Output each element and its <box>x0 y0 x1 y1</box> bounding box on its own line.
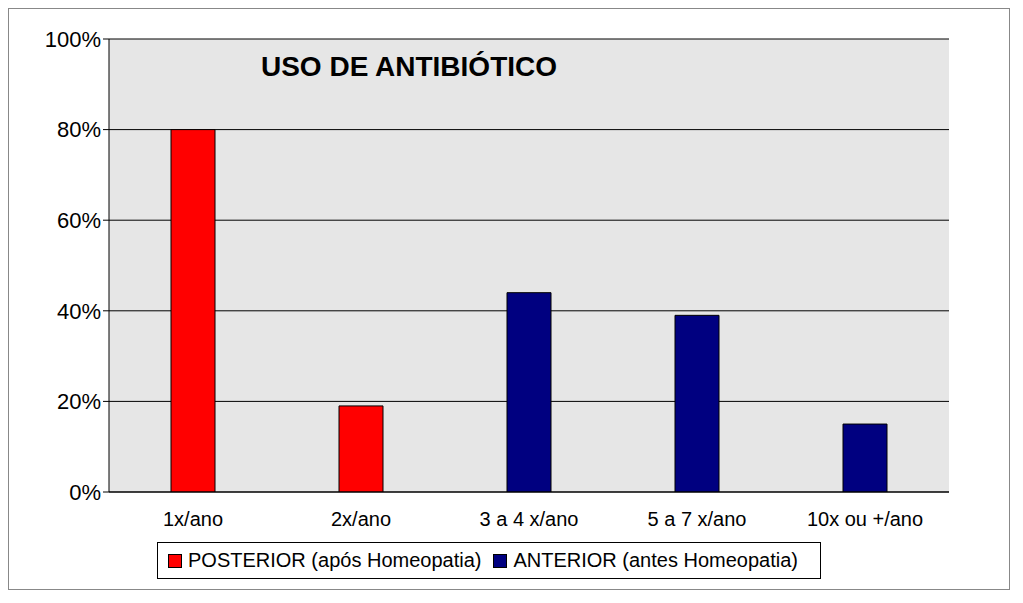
svg-text:3 a 4 x/ano: 3 a 4 x/ano <box>480 508 579 530</box>
html-text:USO DE ANTIBIÓTICO: USO DE ANTIBIÓTICO <box>261 51 557 82</box>
svg-text:2x/ano: 2x/ano <box>331 508 391 530</box>
svg-text:5 a 7 x/ano: 5 a 7 x/ano <box>648 508 747 530</box>
svg-text:10x ou +/ano: 10x ou +/ano <box>807 508 923 530</box>
svg-text:0%: 0% <box>69 480 101 505</box>
svg-text:100%: 100% <box>45 27 101 52</box>
svg-text:20%: 20% <box>57 389 101 414</box>
svg-text:40%: 40% <box>57 299 101 324</box>
svg-text:1x/ano: 1x/ano <box>163 508 223 530</box>
svg-text:60%: 60% <box>57 208 101 233</box>
html-text:POSTERIOR (após Homeopatia): POSTERIOR (após Homeopatia) <box>188 549 482 571</box>
html-text:ANTERIOR (antes Homeopatia): ANTERIOR (antes Homeopatia) <box>513 549 798 571</box>
svg-text:80%: 80% <box>57 117 101 142</box>
